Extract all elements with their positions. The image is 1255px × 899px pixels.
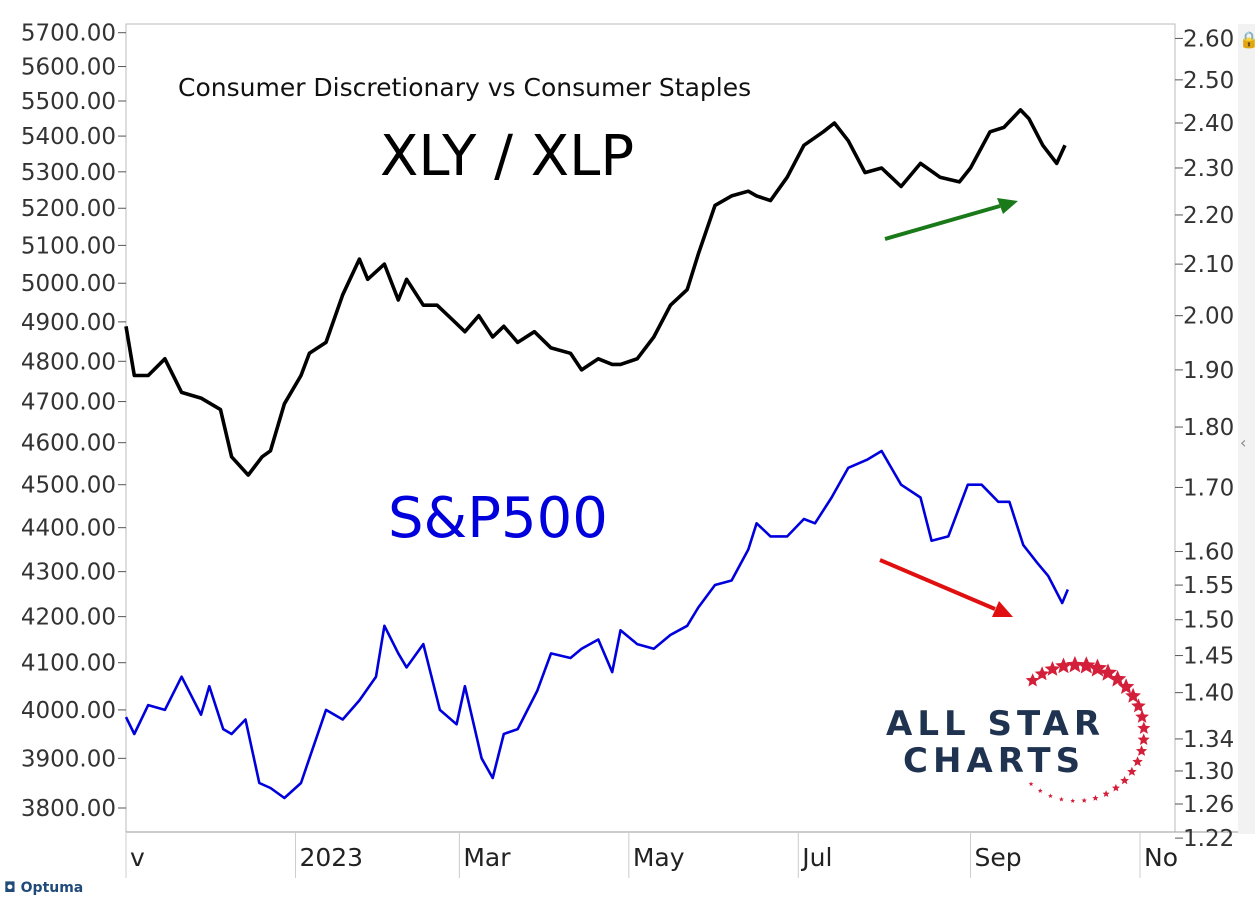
right-tick-label: 1.50 (1183, 608, 1234, 634)
x-tick-label: May (633, 843, 685, 872)
right-tick-label: 1.26 (1183, 792, 1234, 818)
left-tick-label: 5500.00 (21, 89, 116, 115)
all-star-charts-logo: ALL STAR CHARTS (886, 655, 1151, 803)
green-arrow (884, 204, 1001, 241)
left-tick-label: 5000.00 (21, 271, 116, 297)
x-tick-label: Sep (975, 843, 1022, 872)
left-tick-label: 4300.00 (21, 560, 116, 586)
logo-star (1070, 798, 1076, 803)
logo-star (1135, 709, 1149, 723)
left-tick-label: 5600.00 (21, 55, 116, 81)
logo-star (1055, 657, 1072, 674)
right-scroll-strip[interactable] (1238, 24, 1255, 834)
right-tick-label: 1.90 (1183, 358, 1234, 384)
sp500-label: S&P500 (388, 486, 608, 551)
right-tick-label: 1.70 (1183, 475, 1234, 501)
logo-star (1125, 687, 1141, 703)
left-tick-label: 4200.00 (21, 605, 116, 631)
right-tick-label: 2.50 (1183, 68, 1234, 94)
logo-star (1127, 766, 1137, 776)
vendor-name: Optuma (20, 880, 84, 896)
logo-star (1088, 658, 1107, 677)
logo-star (1028, 781, 1034, 786)
chart-subtitle: Consumer Discretionary vs Consumer Stapl… (178, 73, 751, 102)
logo-star (1137, 721, 1151, 734)
xly-xlp-label: XLY / XLP (380, 124, 634, 189)
x-tick-label: 2023 (299, 843, 363, 872)
x-tick-label: Jul (800, 843, 832, 872)
green-arrow-head (997, 198, 1018, 214)
series-layer (124, 108, 1070, 800)
logo-star (1044, 661, 1061, 676)
logo-star (1131, 698, 1146, 713)
logo-star (1112, 783, 1120, 792)
right-tick-label: 2.60 (1183, 26, 1234, 52)
left-tick-label: 4500.00 (21, 473, 116, 499)
vendor-mark: ◘ Optuma (4, 880, 83, 896)
logo-line-2: CHARTS (903, 741, 1085, 781)
left-tick-label: 3900.00 (21, 746, 116, 772)
logo-star (1132, 756, 1143, 767)
right-tick-label: 1.80 (1183, 415, 1234, 441)
right-tick-label: 1.34 (1183, 727, 1234, 753)
logo-star-ring (1025, 655, 1151, 803)
logo-star (1137, 733, 1150, 745)
left-tick-label: 4600.00 (21, 431, 116, 457)
xly-xlp-line (124, 108, 1067, 477)
left-tick-label: 4000.00 (21, 698, 116, 724)
logo-star (1117, 678, 1135, 694)
lock-icon[interactable]: 🔒 (1239, 30, 1255, 49)
right-tick-label: 2.10 (1183, 252, 1234, 278)
left-tick-label: 4900.00 (21, 310, 116, 336)
red-arrow-head (992, 601, 1013, 617)
logo-star (1120, 776, 1129, 785)
vendor-icon: ◘ (4, 880, 16, 896)
right-tick-label: 1.30 (1183, 759, 1234, 785)
logo-star (1081, 797, 1087, 803)
logo-star (1066, 655, 1084, 673)
left-tick-label: 5400.00 (21, 124, 116, 150)
logo-star (1025, 673, 1040, 687)
left-tick-label: 4400.00 (21, 516, 116, 542)
logo-star (1135, 745, 1148, 756)
logo-star (1048, 793, 1053, 798)
logo-star (1059, 796, 1064, 802)
x-tick-label: No (1144, 843, 1178, 872)
logo-line-1: ALL STAR (886, 704, 1105, 744)
scroll-handle-icon[interactable]: ‹ (1240, 433, 1246, 452)
plot-area (125, 23, 1176, 833)
left-tick-label: 5200.00 (21, 196, 116, 222)
right-tick-label: 1.60 (1183, 540, 1234, 566)
right-axis: 2.60 2.50 2.40 2.30 2.20 2.10 2.00 1.90 1.80 1.70… (1175, 26, 1234, 852)
x-tick-label: v (130, 843, 145, 872)
logo-star (1102, 790, 1110, 797)
left-tick-label: 3800.00 (21, 796, 116, 822)
logo-star (1034, 666, 1050, 681)
logo-star (1092, 794, 1099, 801)
logo-star (1109, 670, 1127, 687)
left-axis: 5700.00 5600.00 5500.00 5400.00 5300.00 5200.… (21, 21, 126, 822)
left-tick-label: 5300.00 (21, 160, 116, 186)
logo-star (1037, 788, 1043, 793)
right-tick-label: 2.40 (1183, 111, 1234, 137)
right-tick-label: 2.00 (1183, 304, 1234, 330)
x-axis: v 2023 Mar May Jul Sep No (125, 832, 1178, 878)
red-arrow (879, 558, 996, 611)
right-tick-label: 1.55 (1183, 573, 1234, 599)
left-tick-label: 4100.00 (21, 651, 116, 677)
sp500-line (124, 449, 1070, 800)
left-tick-label: 5700.00 (21, 21, 116, 47)
right-tick-label: 1.22 (1183, 826, 1234, 852)
left-tick-label: 4800.00 (21, 349, 116, 375)
right-tick-label: 1.40 (1183, 681, 1234, 707)
left-tick-label: 5100.00 (21, 233, 116, 259)
x-tick-label: Mar (463, 843, 511, 872)
left-tick-label: 4700.00 (21, 390, 116, 416)
right-tick-label: 1.45 (1183, 644, 1234, 670)
right-tick-label: 2.30 (1183, 156, 1234, 182)
right-tick-label: 2.20 (1183, 203, 1234, 229)
logo-star (1077, 656, 1096, 674)
